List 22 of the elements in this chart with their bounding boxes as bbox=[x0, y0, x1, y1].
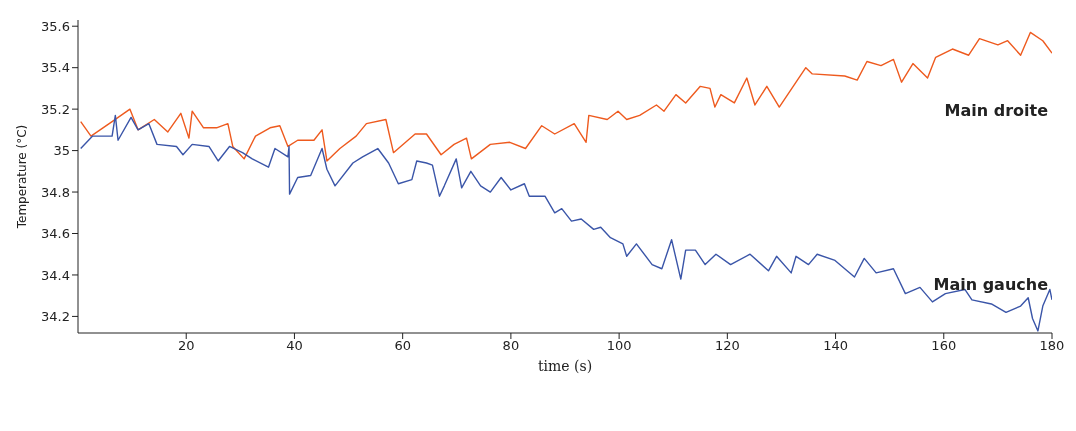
x-tick-label: 180 bbox=[1039, 338, 1065, 354]
y-tick-label: 35.6 bbox=[41, 18, 70, 34]
x-tick-label: 60 bbox=[394, 338, 411, 354]
x-tick-label: 120 bbox=[714, 338, 740, 354]
y-tick-label: 35 bbox=[53, 143, 70, 159]
series-label: Main gauche bbox=[933, 274, 1048, 294]
x-tick-label: 160 bbox=[931, 338, 957, 354]
y-tick-label: 34.2 bbox=[41, 309, 70, 325]
x-tick-label: 40 bbox=[286, 338, 303, 354]
series-label: Main droite bbox=[944, 101, 1048, 121]
y-tick-label: 35.4 bbox=[41, 60, 70, 76]
y-tick-label: 34.4 bbox=[41, 267, 70, 283]
y-tick-label: 34.6 bbox=[41, 226, 70, 242]
x-axis-title: time (s) bbox=[537, 358, 593, 374]
x-tick-label: 140 bbox=[823, 338, 848, 354]
y-tick-label: 34.8 bbox=[41, 184, 70, 200]
x-tick-label: 80 bbox=[502, 338, 520, 354]
y-axis-title: Temperature (°C) bbox=[15, 124, 30, 230]
y-tick-label: 35.2 bbox=[41, 101, 70, 117]
x-tick-label: 20 bbox=[177, 338, 195, 354]
line-series bbox=[80, 31, 1052, 162]
x-tick-label: 100 bbox=[606, 338, 632, 354]
